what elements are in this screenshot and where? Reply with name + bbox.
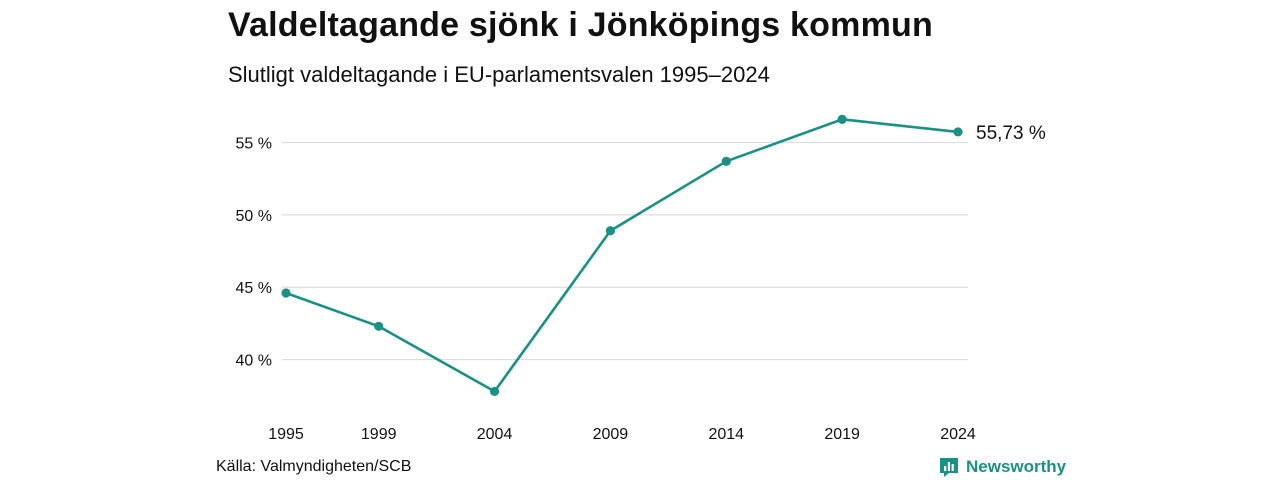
chart-subtitle: Slutligt valdeltagande i EU-parlamentsva…	[228, 62, 770, 87]
source-note: Källa: Valmyndigheten/SCB	[216, 458, 412, 475]
data-point	[721, 156, 731, 166]
data-point	[953, 127, 963, 137]
data-point	[605, 226, 616, 236]
gridlines	[282, 141, 968, 361]
x-tick-label: 2024	[940, 426, 976, 443]
bar-chart-logo-icon	[940, 458, 958, 477]
x-tick-label: 2004	[477, 426, 513, 443]
data-point	[281, 288, 291, 298]
x-tick-label: 2009	[593, 426, 629, 443]
x-tick-label: 2014	[708, 426, 744, 443]
x-tick-label: 1999	[361, 426, 397, 443]
y-tick-label: 50 %	[236, 208, 272, 225]
brand-logo: Newsworthy	[938, 456, 1066, 478]
x-tick-label: 1995	[268, 426, 304, 443]
data-point	[837, 114, 847, 124]
series-line	[284, 118, 960, 393]
series-line-path	[284, 118, 960, 393]
x-tick-label: 2019	[824, 426, 860, 443]
x-axis-labels: 1995 1999 2004 2009 2014 2019 2024	[268, 426, 976, 443]
y-tick-label: 55 %	[236, 135, 272, 152]
data-point	[489, 386, 500, 397]
y-axis-labels: 40 % 45 % 50 % 55 %	[236, 135, 272, 369]
last-value-label: 55,73 %	[976, 123, 1046, 144]
y-tick-label: 45 %	[236, 280, 272, 297]
brand-name: Newsworthy	[966, 457, 1067, 476]
y-tick-label: 40 %	[236, 353, 272, 370]
chart-title: Valdeltagande sjönk i Jönköpings kommun	[228, 6, 933, 44]
data-point	[374, 321, 384, 331]
data-points	[281, 114, 963, 397]
